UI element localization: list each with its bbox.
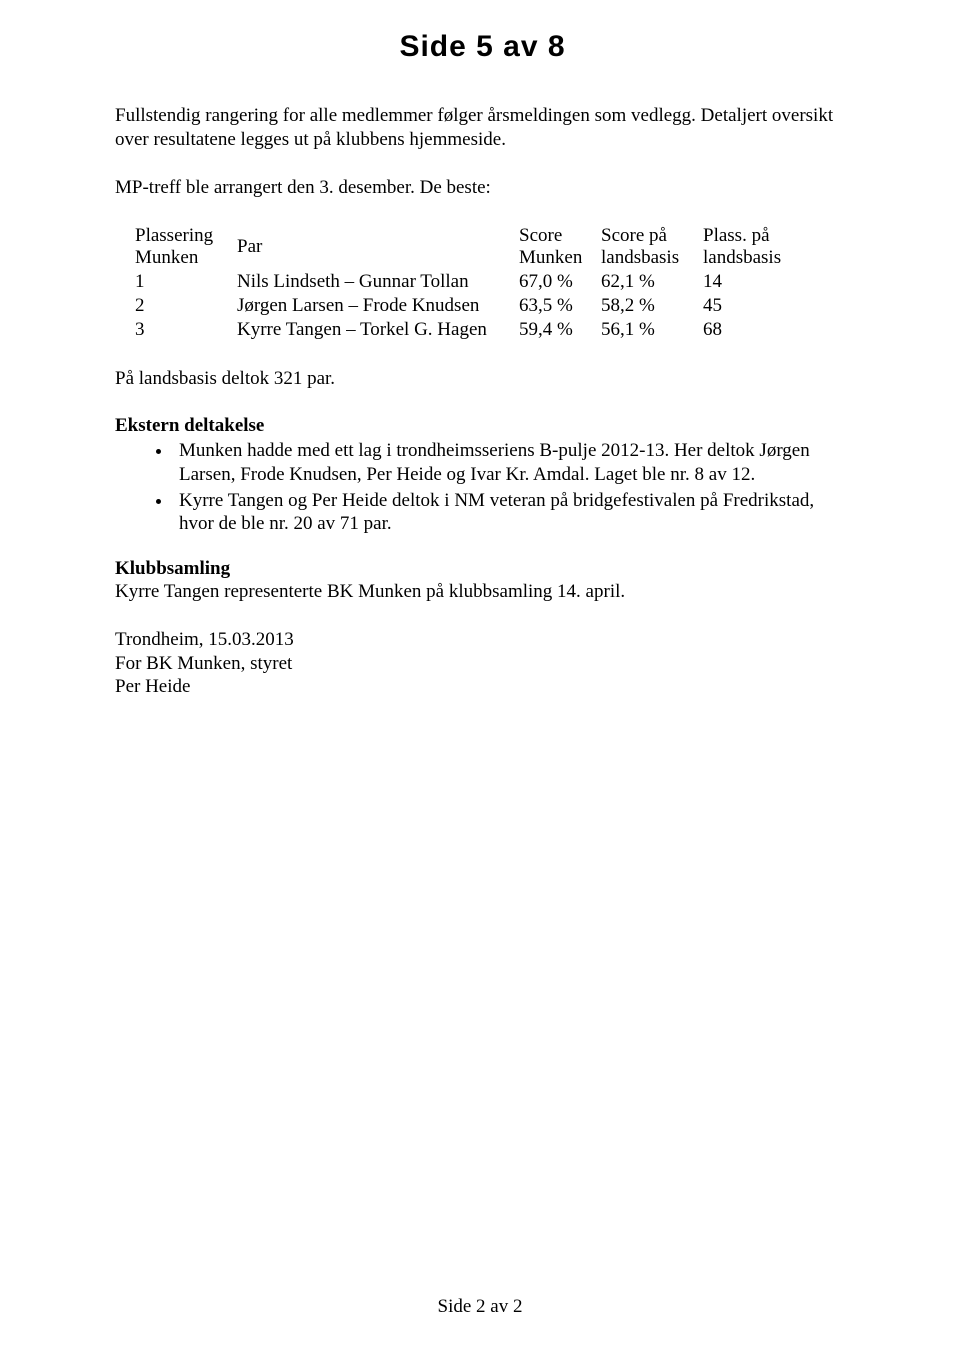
intro-paragraph: Fullstendig rangering for alle medlemmer…	[115, 104, 850, 152]
sign-off: Trondheim, 15.03.2013 For BK Munken, sty…	[115, 628, 850, 699]
cell-score-lands: 56,1 %	[601, 319, 701, 341]
cell-score-munken: 63,5 %	[519, 295, 599, 317]
sign-off-name: Per Heide	[115, 676, 190, 697]
table-row: 3 Kyrre Tangen – Torkel G. Hagen 59,4 % …	[135, 319, 803, 341]
cell-plass: 2	[135, 295, 235, 317]
col-header-plass-lands-line1: Plass. på	[703, 225, 770, 246]
col-header-score-lands-line1: Score på	[601, 225, 667, 246]
sign-off-date: Trondheim, 15.03.2013	[115, 629, 294, 650]
list-item: Munken hadde med ett lag i trondheimsser…	[173, 439, 850, 487]
col-header-plassering-line2: Munken	[135, 247, 198, 268]
list-item: Kyrre Tangen og Per Heide deltok i NM ve…	[173, 489, 850, 537]
page-footer: Side 2 av 2	[0, 1296, 960, 1318]
col-header-plass-lands-line2: landsbasis	[703, 247, 781, 268]
cell-score-lands: 62,1 %	[601, 271, 701, 293]
cell-score-munken: 67,0 %	[519, 271, 599, 293]
col-header-score-munken-line1: Score	[519, 225, 562, 246]
results-table: Plassering Munken Par Score Munken Score…	[133, 223, 805, 343]
col-header-plassering-line1: Plassering	[135, 225, 213, 246]
landsbasis-paragraph: På landsbasis deltok 321 par.	[115, 367, 850, 391]
col-header-score-lands-line2: landsbasis	[601, 247, 679, 268]
table-row: 2 Jørgen Larsen – Frode Knudsen 63,5 % 5…	[135, 295, 803, 317]
cell-plass-lands: 68	[703, 319, 803, 341]
cell-score-munken: 59,4 %	[519, 319, 599, 341]
document-page: Side 5 av 8 Fullstendig rangering for al…	[0, 0, 960, 699]
col-header-score-munken-line2: Munken	[519, 247, 582, 268]
sign-off-org: For BK Munken, styret	[115, 653, 292, 674]
ekstern-bullet-list: Munken hadde med ett lag i trondheimsser…	[115, 439, 850, 536]
cell-par: Nils Lindseth – Gunnar Tollan	[237, 271, 517, 293]
ekstern-heading: Ekstern deltakelse	[115, 415, 850, 437]
cell-plass: 1	[135, 271, 235, 293]
mp-treff-paragraph: MP-treff ble arrangert den 3. desember. …	[115, 176, 850, 200]
col-header-par: Par	[237, 236, 262, 257]
cell-plass: 3	[135, 319, 235, 341]
cell-plass-lands: 14	[703, 271, 803, 293]
klubbsamling-heading: Klubbsamling	[115, 558, 850, 580]
cell-score-lands: 58,2 %	[601, 295, 701, 317]
handwritten-page-header: Side 5 av 8	[115, 30, 850, 64]
cell-plass-lands: 45	[703, 295, 803, 317]
cell-par: Kyrre Tangen – Torkel G. Hagen	[237, 319, 517, 341]
cell-par: Jørgen Larsen – Frode Knudsen	[237, 295, 517, 317]
table-row: 1 Nils Lindseth – Gunnar Tollan 67,0 % 6…	[135, 271, 803, 293]
table-header-row: Plassering Munken Par Score Munken Score…	[135, 225, 803, 269]
klubbsamling-paragraph: Kyrre Tangen representerte BK Munken på …	[115, 580, 850, 604]
